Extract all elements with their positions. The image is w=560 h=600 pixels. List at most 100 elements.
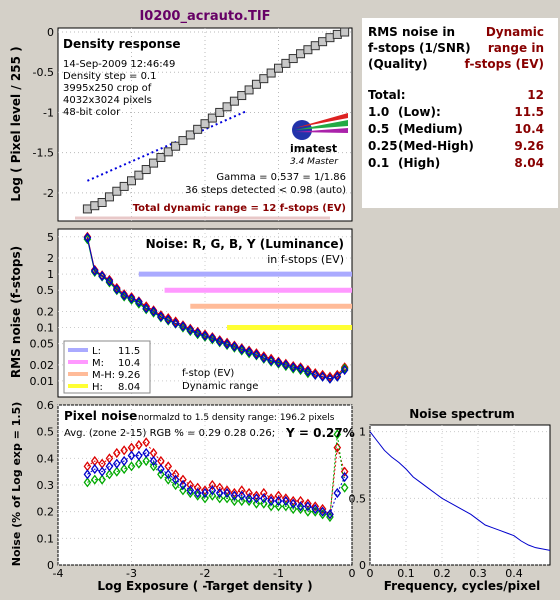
noise-point bbox=[215, 336, 224, 347]
noise-point bbox=[333, 369, 342, 380]
pixel-point bbox=[179, 479, 187, 491]
table-row-total: Total: 12 bbox=[368, 88, 544, 102]
pixel-point bbox=[112, 458, 121, 469]
spectrum-yticks: 10.50 bbox=[349, 426, 367, 572]
spectrum-xtick: 0.2 bbox=[433, 567, 451, 580]
pixel-point bbox=[201, 493, 209, 504]
density-point bbox=[185, 130, 195, 140]
pixel-point bbox=[237, 485, 246, 496]
noise-point bbox=[237, 345, 246, 356]
pixel-point bbox=[171, 469, 180, 480]
noise-point bbox=[208, 333, 217, 344]
figure-title: I0200_acrauto.TIF bbox=[139, 9, 270, 24]
legend-value: 11.5 bbox=[118, 346, 140, 357]
pixel-point bbox=[193, 487, 202, 499]
pixel-point bbox=[127, 450, 136, 461]
noise-point bbox=[326, 373, 334, 384]
noise-point bbox=[201, 330, 209, 341]
pixel-point bbox=[112, 447, 121, 459]
pixel-point bbox=[179, 485, 187, 496]
density-info-4: 48-bit color bbox=[63, 107, 121, 118]
legend-key: L: bbox=[92, 346, 101, 357]
pixel-ytick: 0.3 bbox=[37, 479, 55, 492]
pixel-point bbox=[215, 482, 224, 493]
pixel-ytick: 0.6 bbox=[37, 399, 55, 412]
density-point bbox=[156, 152, 166, 162]
density-point bbox=[207, 113, 217, 123]
density-point bbox=[244, 85, 254, 95]
noise-point bbox=[127, 293, 136, 304]
pixel-point bbox=[274, 490, 283, 501]
noise-point bbox=[120, 290, 128, 301]
pixel-point bbox=[333, 442, 342, 453]
noise-ytick: 5 bbox=[47, 231, 54, 244]
pixel-series-r bbox=[87, 441, 346, 516]
noise-point bbox=[340, 362, 349, 373]
row-v: 10.4 bbox=[514, 122, 544, 136]
density-ytick: -1 bbox=[43, 106, 54, 119]
row-v: 9.26 bbox=[514, 139, 544, 153]
density-point bbox=[266, 68, 276, 78]
spectrum-xtick: 0.1 bbox=[397, 567, 415, 580]
pixel-point bbox=[120, 445, 128, 456]
noise-point bbox=[237, 344, 246, 355]
noise-point bbox=[193, 329, 202, 340]
pixel-xlabel: Log Exposure ( -Target density ) bbox=[97, 579, 312, 593]
pixel-series bbox=[83, 429, 349, 523]
pixel-point bbox=[127, 461, 136, 472]
density-point bbox=[222, 102, 232, 112]
density-ytick: -0.5 bbox=[33, 66, 54, 79]
noise-point bbox=[149, 307, 158, 318]
noise-threshold-bands bbox=[138, 271, 352, 331]
imatest-logo: imatest 3.4 Master bbox=[290, 113, 348, 167]
pixel-point bbox=[83, 469, 92, 480]
density-point bbox=[288, 54, 298, 64]
pixel-xticks: -4 -3 -2 -1 0 bbox=[53, 567, 356, 580]
spectrum-ytick: 0.5 bbox=[349, 492, 367, 505]
pixel-point bbox=[223, 487, 231, 499]
noise-ylabel: RMS noise (f-stops) bbox=[9, 246, 23, 378]
pixel-point bbox=[90, 463, 99, 475]
density-ytick: 0 bbox=[47, 26, 54, 39]
density-point bbox=[200, 119, 210, 129]
pixel-point bbox=[274, 495, 283, 507]
row-v: 11.5 bbox=[514, 105, 544, 119]
noise-point bbox=[245, 345, 253, 356]
pixel-point bbox=[98, 474, 106, 485]
row-q: 1.0 bbox=[368, 105, 389, 119]
table-col2-0: Dynamic bbox=[486, 25, 544, 39]
pixel-point bbox=[142, 447, 151, 459]
pixel-point bbox=[230, 495, 239, 507]
pixel-point bbox=[135, 439, 143, 451]
pixel-point bbox=[157, 469, 165, 480]
spectrum-curve bbox=[369, 431, 551, 551]
density-point bbox=[141, 165, 151, 175]
noise-point bbox=[333, 371, 342, 382]
pixel-y: Y = 0.27% bbox=[285, 426, 355, 440]
density-point bbox=[171, 141, 181, 151]
noise-series-b bbox=[86, 237, 345, 380]
pixel-avg: Avg. (zone 2-15) RGB % = 0.29 0.28 0.26; bbox=[64, 428, 275, 439]
pixel-point bbox=[120, 455, 128, 467]
noise-point bbox=[289, 362, 298, 373]
pixel-point bbox=[179, 474, 187, 485]
noise-point bbox=[215, 335, 224, 346]
pixel-norm: normalzd to 1.5 density range: 196.2 pix… bbox=[138, 413, 335, 423]
spectrum-xticks: 0 0.1 0.2 0.3 0.4 bbox=[367, 567, 523, 580]
spectrum-xlabel: Frequency, cycles/pixel bbox=[384, 579, 541, 593]
density-point bbox=[310, 41, 320, 51]
density-point bbox=[119, 181, 129, 191]
noise-point bbox=[252, 349, 261, 360]
noise-point bbox=[318, 369, 327, 380]
table-col2-1: range in bbox=[488, 41, 544, 55]
pixel-point bbox=[259, 487, 268, 499]
noise-point bbox=[149, 306, 158, 317]
legend-note1: f-stop (EV) bbox=[182, 368, 234, 379]
noise-point bbox=[164, 313, 173, 324]
noise-point bbox=[223, 337, 231, 348]
logo-ray-purple bbox=[295, 128, 348, 133]
pixel-point bbox=[215, 493, 224, 504]
density-ytick: -2 bbox=[43, 187, 54, 200]
pixel-point bbox=[149, 461, 158, 472]
noise-ytick: 0.05 bbox=[30, 338, 55, 351]
